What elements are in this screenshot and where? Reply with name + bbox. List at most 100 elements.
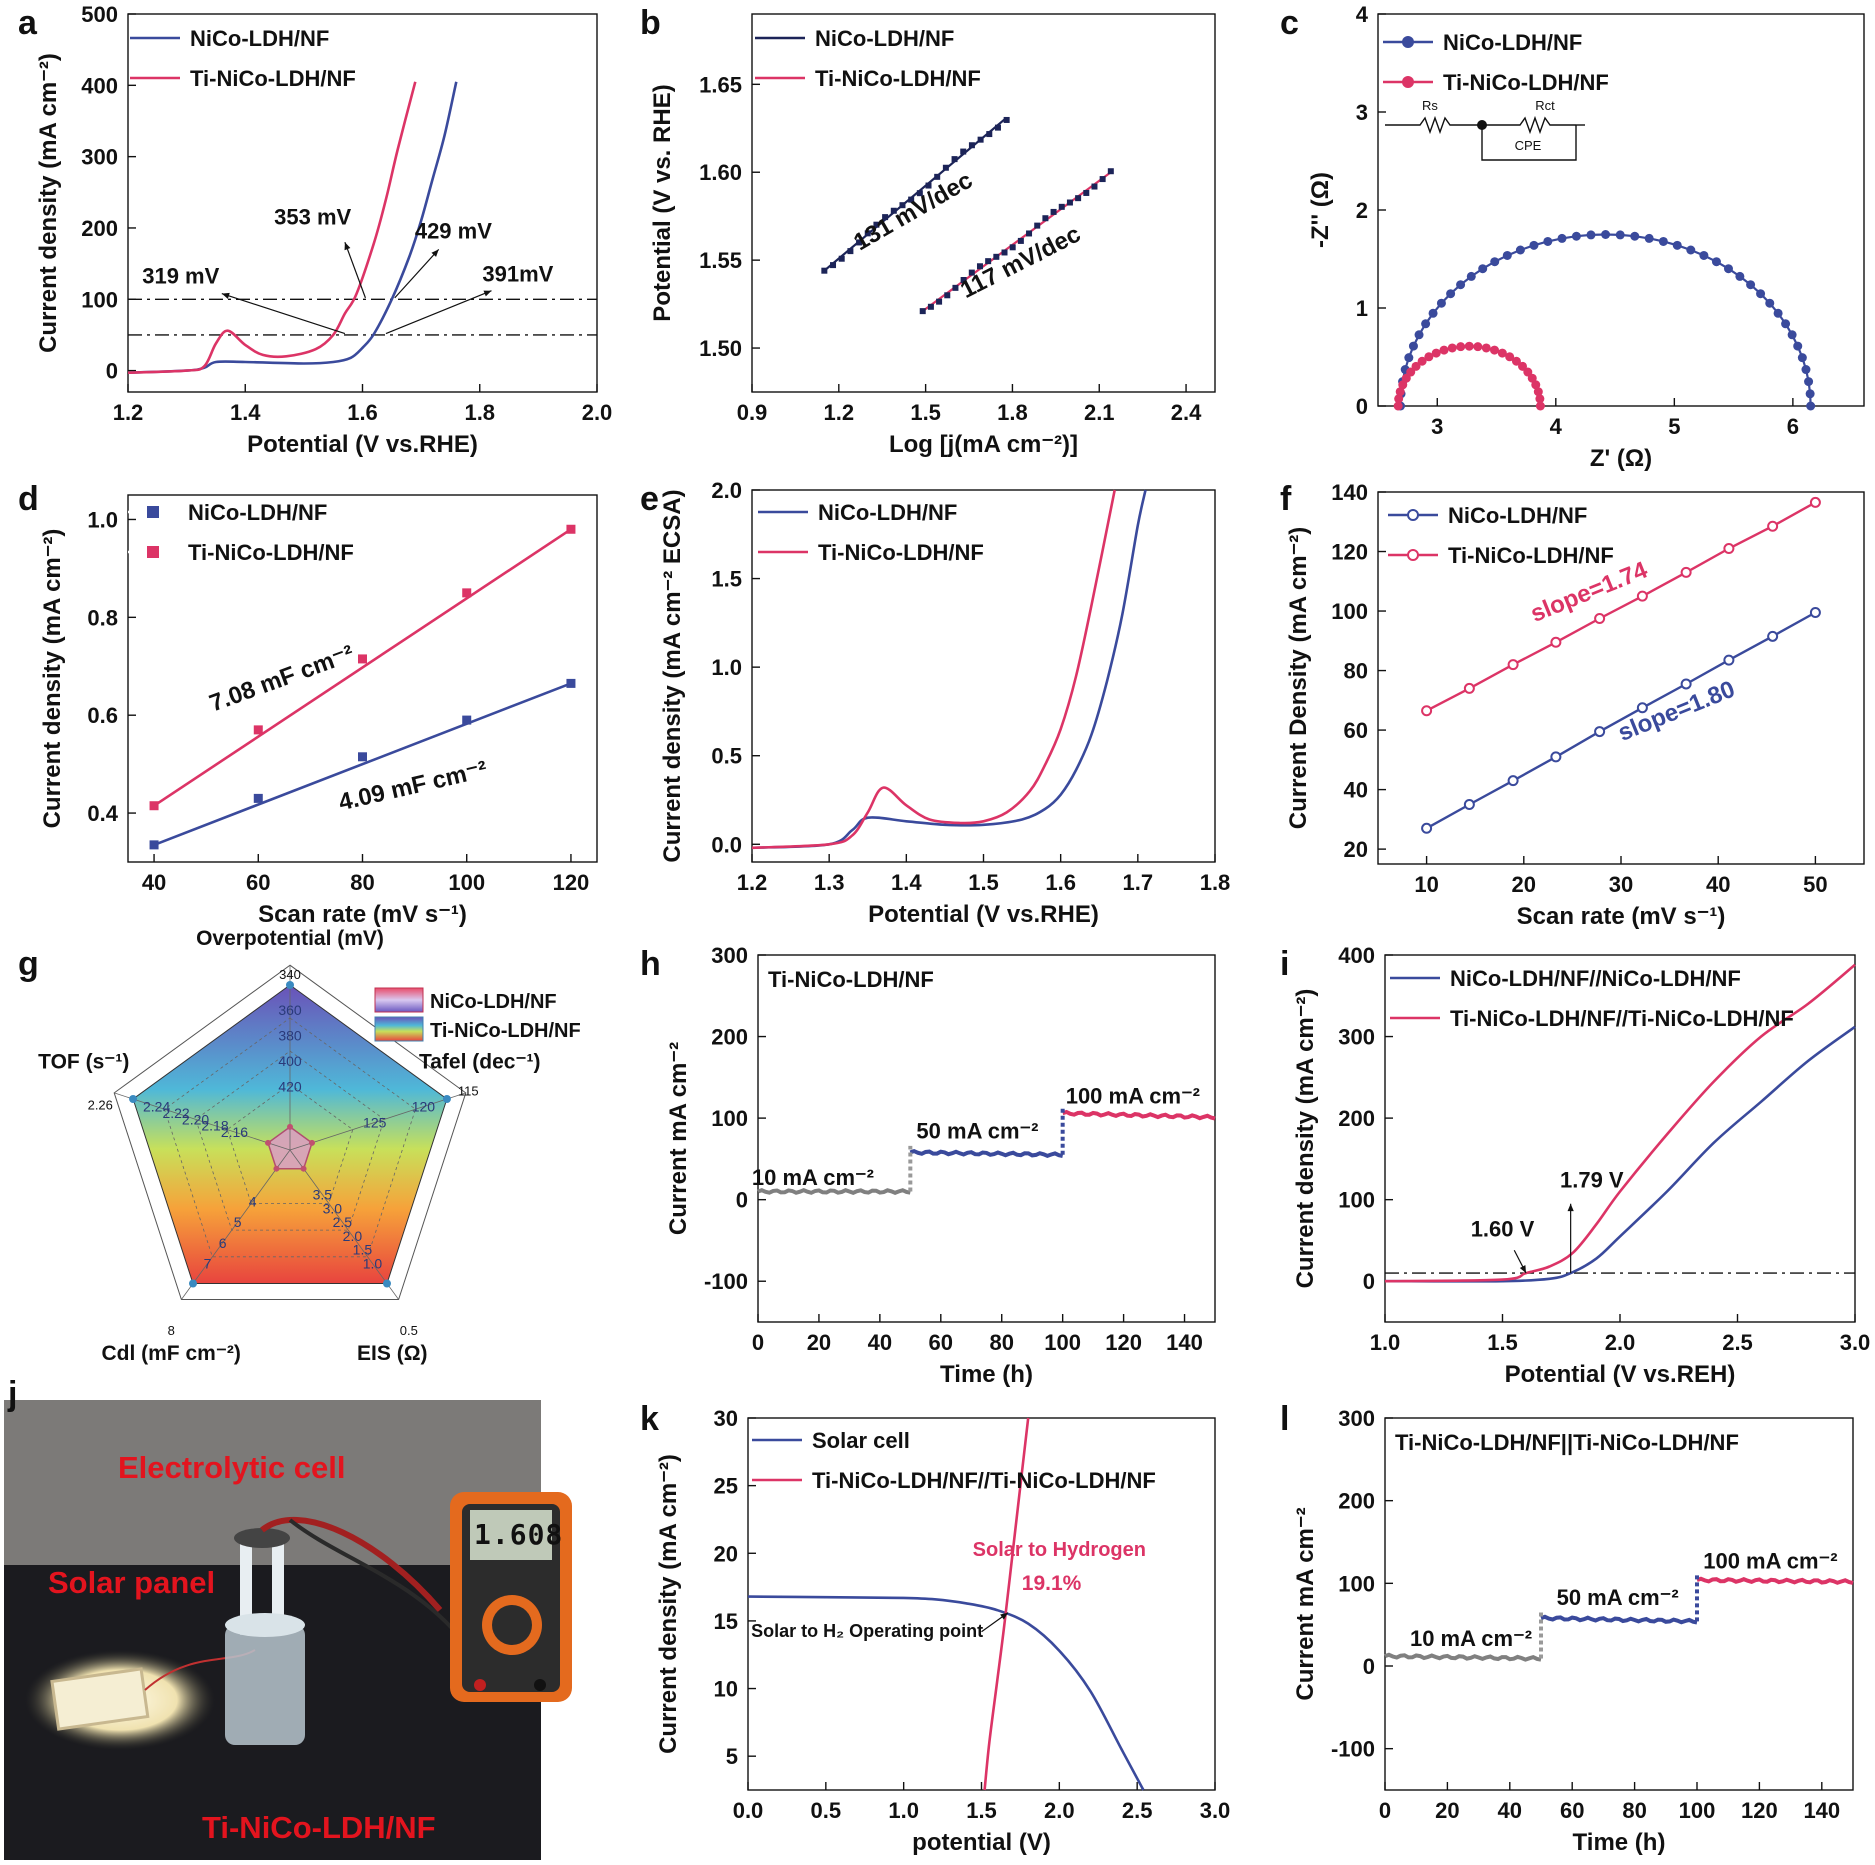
annotation-arrowhead: [344, 242, 351, 251]
x-tick-label: 2.5: [1722, 1330, 1753, 1355]
x-tick-label: 100: [1044, 1330, 1081, 1355]
data-point: [566, 678, 576, 688]
x-axis-label: potential (V): [912, 1829, 1051, 1856]
x-tick-label: 0: [752, 1330, 764, 1355]
data-point: [1535, 401, 1545, 411]
radar-vertex: [129, 1095, 138, 1104]
data-point: [1489, 345, 1499, 355]
radar-tick-label: 2.20: [182, 1111, 209, 1127]
panel-letter-b: b: [640, 4, 661, 42]
x-tick-label: 10: [1414, 872, 1438, 897]
data-point: [994, 124, 1001, 131]
radar-vertex-nico: [308, 1139, 315, 1146]
radar-axis: [114, 1092, 291, 1151]
data-point: [1393, 401, 1403, 411]
x-axis-label: Potential (V vs.RHE): [868, 901, 1099, 928]
data-point: [1672, 240, 1682, 250]
data-point: [1003, 116, 1010, 123]
radar-tick-label: 2.16: [221, 1124, 248, 1140]
data-point: [1781, 319, 1791, 329]
series-line-1: [127, 81, 417, 374]
legend-swatch-ti: [374, 1016, 424, 1042]
data-point: [960, 148, 967, 155]
y-tick-label: 0.6: [87, 703, 118, 728]
radar-axis-label: Cdl (mF cm⁻²): [101, 1342, 240, 1365]
radar-axis-end: 115: [458, 1083, 479, 1098]
radar-vertex: [286, 981, 294, 989]
annotation-arrowhead: [1567, 1203, 1574, 1212]
radar-vertex-nico: [265, 1139, 272, 1146]
data-point: [1091, 183, 1098, 190]
fit-line-0: [823, 116, 1008, 272]
data-point: [1680, 678, 1692, 690]
plot-frame: [1384, 1417, 1854, 1791]
data-point: [830, 262, 837, 269]
x-tick-label: 140: [1803, 1798, 1840, 1823]
x-tick-label: 20: [1435, 1798, 1459, 1823]
data-point: [1518, 361, 1528, 371]
annotation-353mv: 353 mV: [274, 204, 351, 229]
x-tick-label: 5: [1668, 414, 1680, 439]
segment-label: 100 mA cm⁻²: [1066, 1083, 1200, 1108]
chart-c: 3 4 5 6 0 1 2 3 4 Z' (Ω) -Z'' (Ω) NiCo-LDH/NF Ti-NiC…: [1307, 2, 1865, 472]
y-tick-label: 10: [714, 1677, 738, 1702]
x-tick-label: 1.5: [966, 1798, 997, 1823]
radar-axis-end: 2.26: [88, 1098, 113, 1113]
legend-label: NiCo-LDH/NF: [815, 26, 954, 51]
radar-tick-label: 1.0: [363, 1255, 383, 1271]
stability-segment-2: [1696, 1576, 1854, 1585]
data-point: [358, 752, 367, 762]
y-axis-label: Current mA cm⁻²: [1292, 1507, 1319, 1700]
data-point: [976, 263, 983, 270]
fit-line-0: [153, 682, 572, 847]
x-tick-label: 100: [448, 870, 485, 895]
data-point: [890, 207, 897, 214]
cpe-branch: [1481, 125, 1577, 161]
data-point: [1543, 236, 1553, 246]
annotation-arrowhead: [1000, 1612, 1008, 1620]
x-tick-label: 60: [1560, 1798, 1584, 1823]
data-point: [1083, 189, 1090, 196]
segment-label: 50 mA cm⁻²: [916, 1119, 1038, 1144]
panel-letter-a: a: [18, 4, 38, 42]
x-tick-label: 80: [1622, 1798, 1646, 1823]
x-tick-label: 2.1: [1084, 400, 1115, 425]
annotation-arrowhead: [221, 292, 230, 299]
x-tick-label: 60: [929, 1330, 953, 1355]
y-tick-label: 2: [1356, 198, 1368, 223]
legend-marker: [1407, 509, 1419, 521]
resistor-rct: [1482, 115, 1576, 135]
radar-tick-label: 400: [278, 1053, 302, 1069]
x-tick-label: 0.9: [737, 400, 768, 425]
setup-photo: [4, 1400, 572, 1860]
x-tick-label: 20: [1512, 872, 1536, 897]
radar-axis-end: 8: [168, 1323, 175, 1338]
data-point: [968, 142, 975, 149]
legend-marker: [147, 546, 159, 558]
y-tick-label: 0: [1363, 1654, 1375, 1679]
radar-tick-label: 2.22: [162, 1105, 189, 1121]
data-point: [462, 588, 472, 598]
y-tick-label: 0.8: [87, 605, 118, 630]
radar-tick-label: 7: [204, 1255, 212, 1271]
x-tick-label: 2.5: [1122, 1798, 1153, 1823]
y-tick-label: 400: [81, 73, 118, 98]
x-tick-label: 50: [1803, 872, 1827, 897]
y-tick-label: 60: [1344, 718, 1368, 743]
data-point: [149, 801, 159, 811]
series-line-0: [751, 489, 1147, 850]
data-point: [977, 136, 984, 143]
y-tick-label: 500: [81, 2, 118, 27]
data-point: [968, 269, 975, 276]
radar-vertex: [382, 1279, 391, 1288]
y-tick-label: 200: [81, 216, 118, 241]
x-tick-label: 1.8: [1200, 870, 1231, 895]
radar-outer-grid: [113, 964, 467, 1300]
radar-axis-end: 0.5: [400, 1323, 418, 1338]
data-point: [1809, 607, 1821, 619]
annotation-arrow: [385, 290, 492, 335]
legend-label: Ti-NiCo-LDH/NF: [818, 540, 984, 565]
segment-label: 50 mA cm⁻²: [1557, 1585, 1679, 1610]
legend-label: NiCo-LDH/NF: [430, 991, 557, 1013]
y-tick-label: 200: [711, 1025, 748, 1050]
